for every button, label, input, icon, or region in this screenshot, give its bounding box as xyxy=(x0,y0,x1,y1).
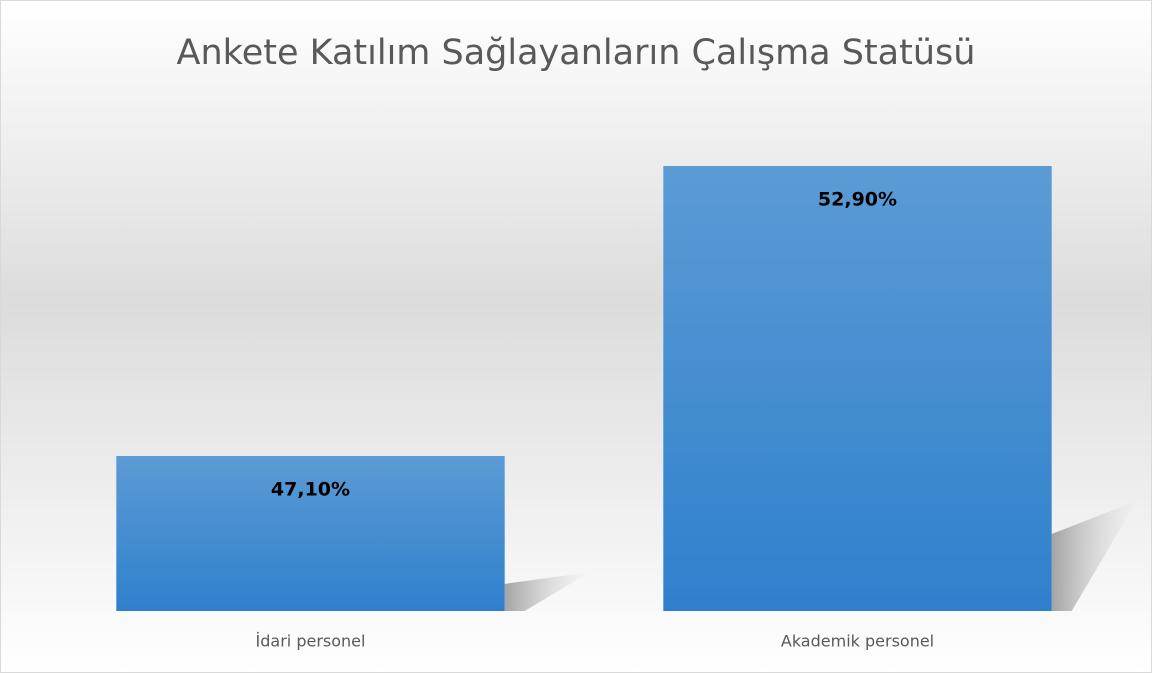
data-label: 47,10% xyxy=(271,479,350,501)
chart-title: Ankete Katılım Sağlayanların Çalışma Sta… xyxy=(177,33,976,73)
x-tick-label: Akademik personel xyxy=(781,632,934,651)
bar xyxy=(116,456,505,611)
x-tick-label: İdari personel xyxy=(256,632,366,651)
bar xyxy=(663,166,1052,611)
bar-shadow xyxy=(1051,501,1137,611)
bar-shadow xyxy=(504,572,590,611)
data-label: 52,90% xyxy=(818,189,897,211)
